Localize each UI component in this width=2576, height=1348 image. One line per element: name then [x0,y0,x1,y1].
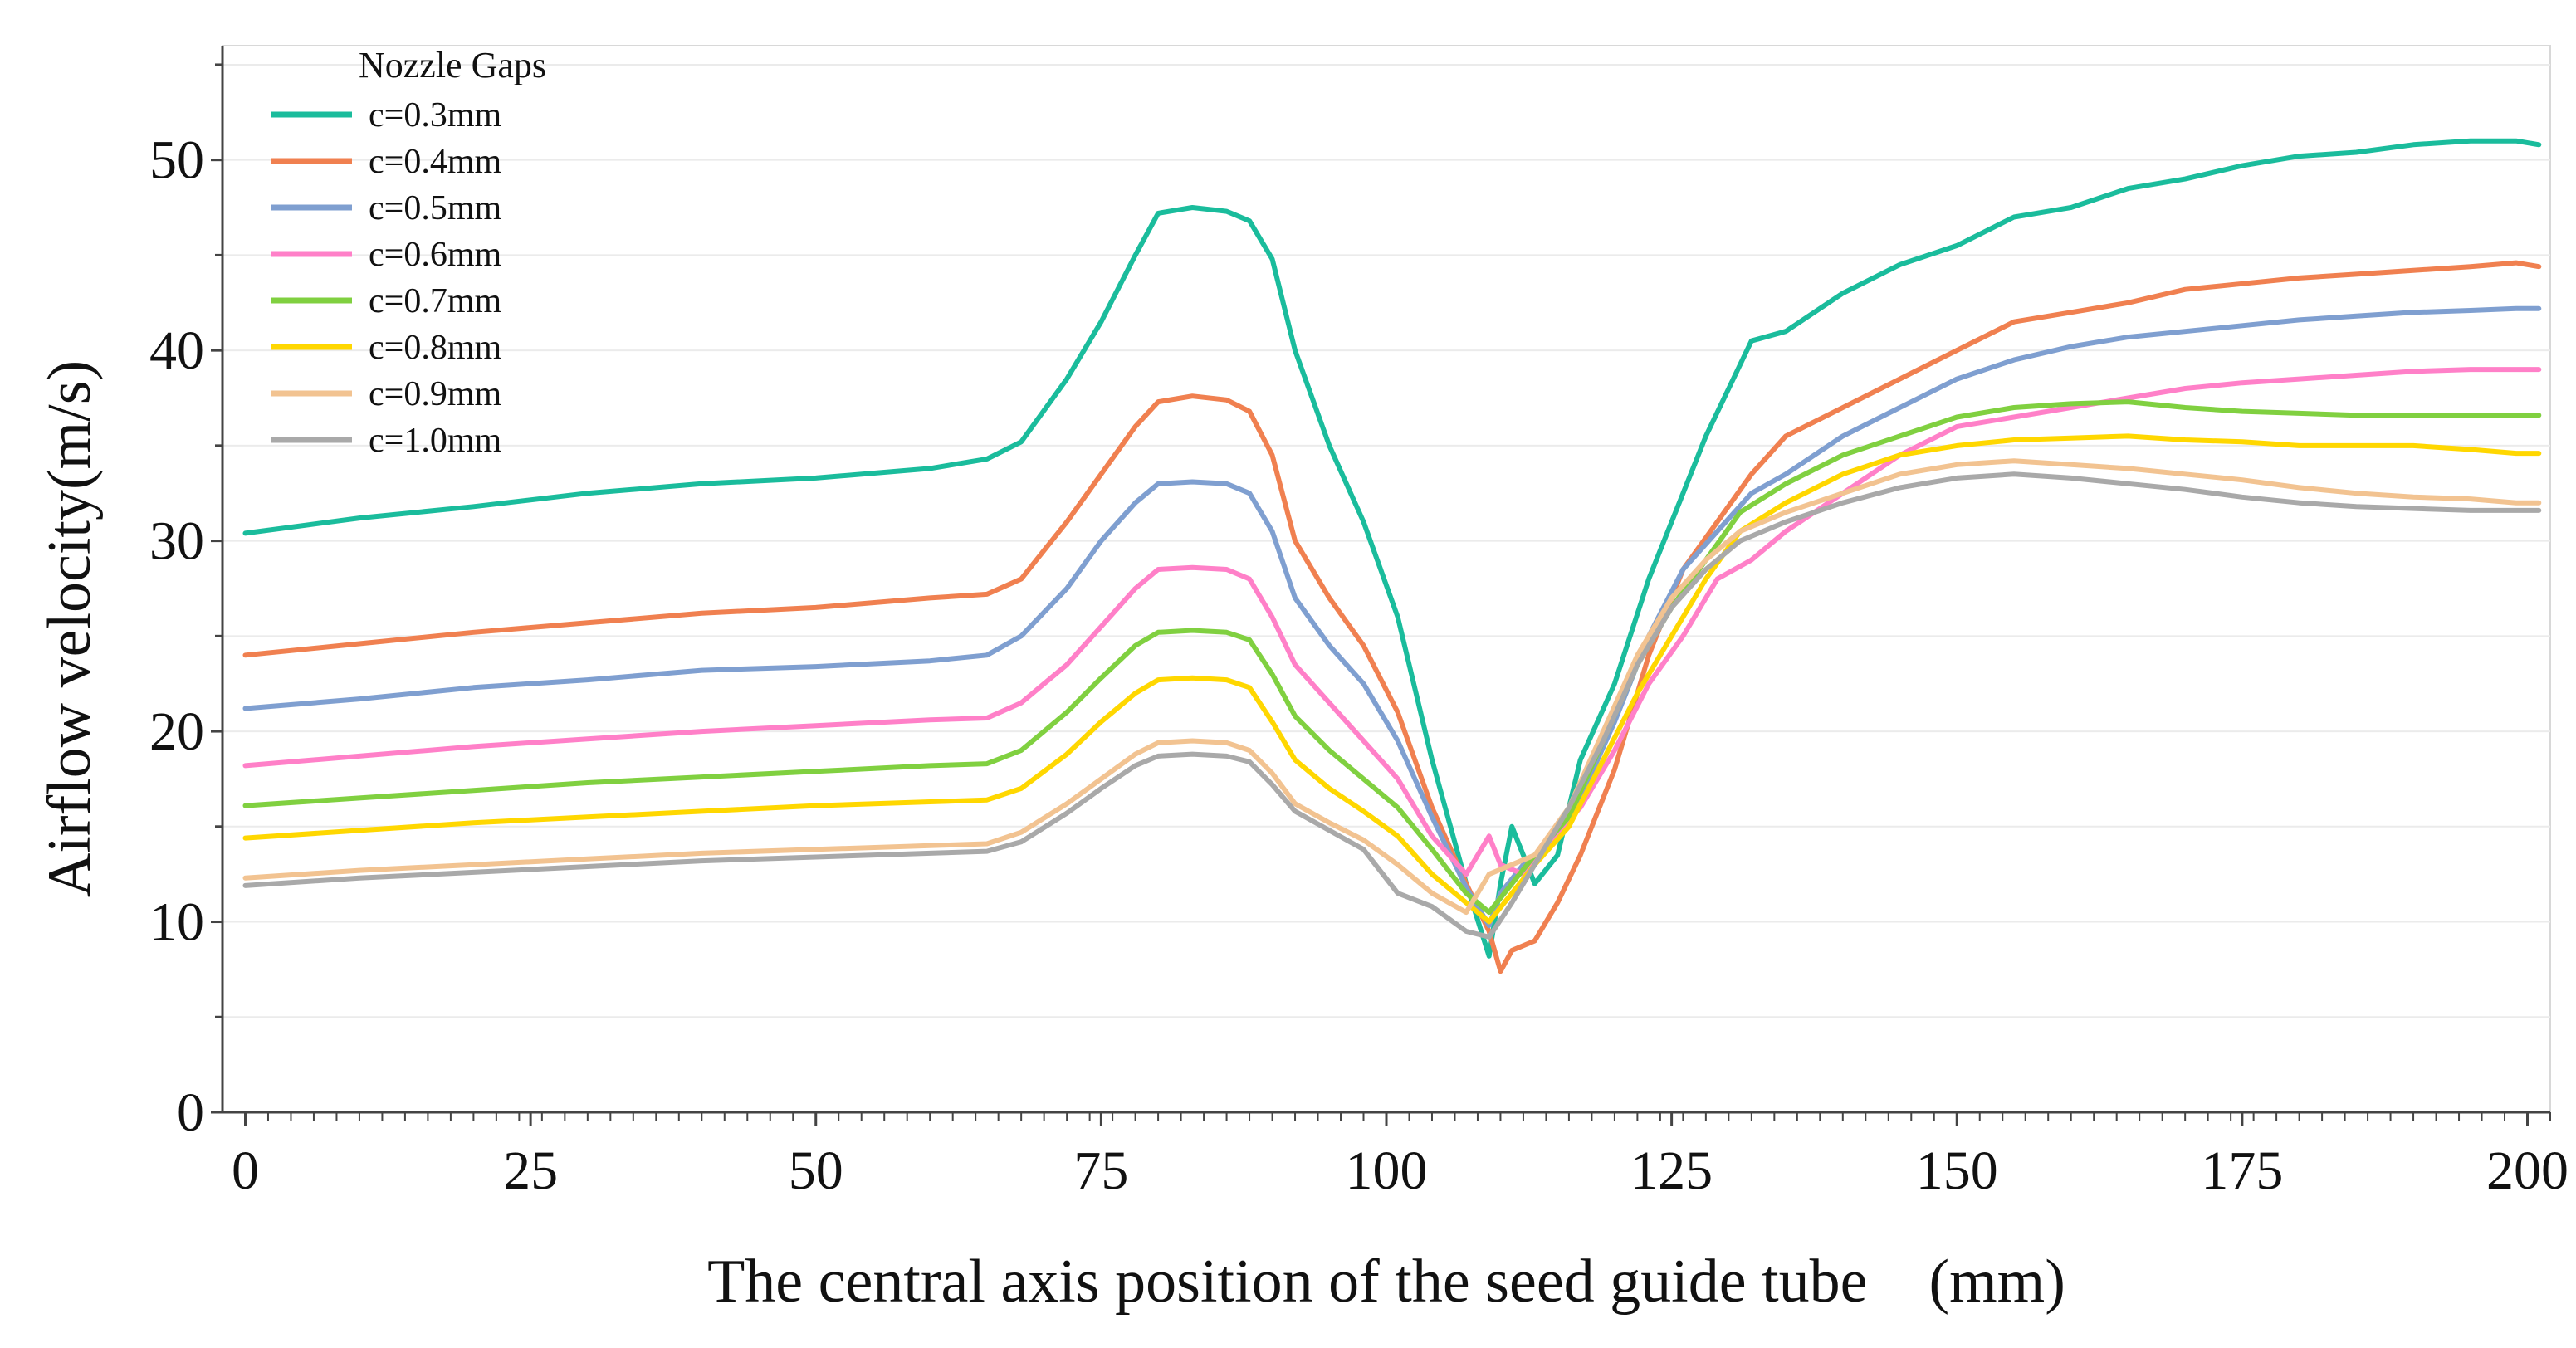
legend-label: c=0.7mm [369,282,501,320]
y-tick-label: 50 [149,130,204,191]
y-tick-label: 30 [149,511,204,572]
legend: Nozzle Gaps c=0.3mm c=0.4mm c=0.5mm c=0.6mm c… [271,45,546,460]
axes: 0 10 20 30 40 50 0 25 50 75 100 125 150 175 200 The cen… [36,46,2569,1316]
x-axis-title: The central axis position of the seed gu… [707,1248,2065,1316]
y-tick-label: 10 [149,892,204,953]
series-line-c-0-5mm [242,305,2542,929]
x-tick-label: 50 [789,1140,843,1201]
series-line-c-0-3mm [242,138,2542,959]
series-line-c-0-9mm [242,458,2542,916]
legend-label: c=0.9mm [369,375,501,413]
series-lines [242,138,2542,974]
x-tick-label: 25 [503,1140,558,1201]
legend-label: c=0.5mm [369,189,501,227]
x-tick-label: 200 [2486,1140,2569,1201]
series-line-c-0-7mm [242,399,2542,916]
x-tick-label: 175 [2201,1140,2283,1201]
legend-label: c=1.0mm [369,422,501,460]
series-line-c-0-8mm [242,433,2542,925]
legend-label: c=0.4mm [369,143,501,181]
x-tick-label: 100 [1346,1140,1428,1201]
series-line-c-0-4mm [242,260,2542,974]
legend-label: c=0.8mm [369,329,501,367]
x-tick-label: 0 [232,1140,259,1201]
y-tick-label: 20 [149,701,204,762]
y-tick-label: 0 [177,1082,204,1143]
legend-label: c=0.3mm [369,96,501,134]
x-tick-label: 75 [1073,1140,1128,1201]
y-axis-title: Airflow velocity(m/s) [36,360,104,897]
legend-label: c=0.6mm [369,236,501,274]
x-tick-label: 125 [1630,1140,1713,1201]
legend-title: Nozzle Gaps [359,45,546,85]
series-line-c-1-0mm [242,471,2542,940]
series-line-c-0-6mm [242,367,2542,877]
x-tick-label: 150 [1916,1140,1998,1201]
y-tick-label: 40 [149,320,204,381]
